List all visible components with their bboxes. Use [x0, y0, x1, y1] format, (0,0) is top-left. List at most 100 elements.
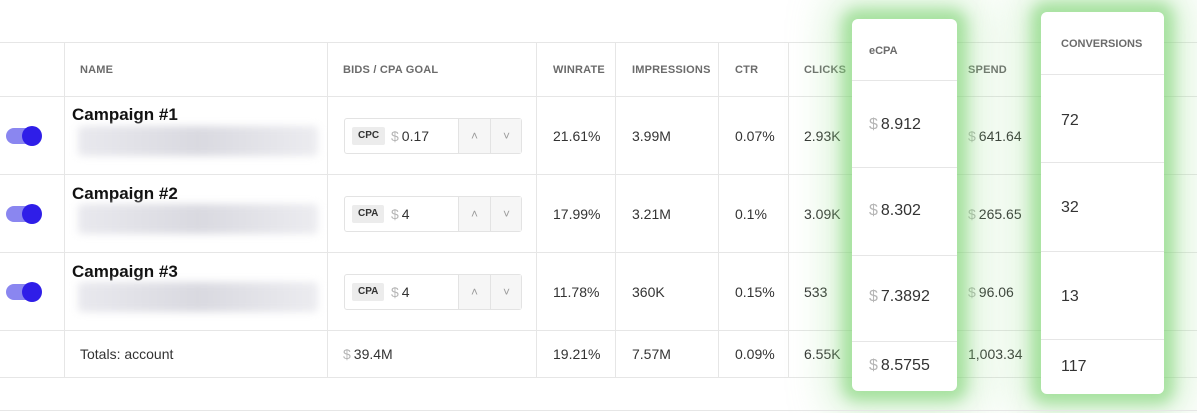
column-divider — [327, 42, 328, 378]
chevron-up-icon[interactable]: ˄ — [470, 129, 478, 143]
row-divider — [0, 252, 1197, 253]
bid-input-group: CPA $4 ˄ ˅ — [344, 196, 522, 232]
spend-cell: $96.06 — [968, 284, 1014, 300]
totals-label: Totals: account — [80, 346, 174, 362]
header-impressions[interactable]: IMPRESSIONS — [632, 64, 711, 76]
totals-winrate: 19.21% — [553, 346, 601, 362]
header-ctr[interactable]: CTR — [735, 64, 759, 76]
bid-type-badge: CPA — [352, 205, 385, 223]
currency-symbol: $ — [343, 346, 351, 362]
ctr-cell: 0.07% — [735, 128, 775, 144]
ecpa-value: 8.302 — [880, 202, 921, 219]
bid-input-group: CPA $4 ˄ ˅ — [344, 274, 522, 310]
panel-divider — [852, 167, 957, 168]
winrate-cell: 21.61% — [553, 128, 601, 144]
chevron-up-icon[interactable]: ˄ — [470, 285, 478, 299]
bid-type-badge: CPC — [352, 127, 386, 145]
totals-ctr: 0.09% — [735, 346, 775, 362]
currency-symbol: $ — [869, 116, 878, 133]
ecpa-cell: $8.302 — [869, 202, 921, 220]
impressions-cell: 3.21M — [632, 206, 671, 222]
conversions-cell: 13 — [1061, 288, 1079, 305]
clicks-cell: 2.93K — [804, 128, 841, 144]
ecpa-value: 7.3892 — [880, 288, 930, 305]
toggle-knob — [22, 282, 42, 302]
bid-value-input[interactable]: $4 — [391, 284, 410, 300]
column-divider — [64, 42, 65, 378]
panel-divider — [852, 341, 957, 342]
totals-impressions: 7.57M — [632, 346, 671, 362]
bid-value: 4 — [401, 206, 410, 222]
ctr-cell: 0.1% — [735, 206, 767, 222]
header-spend[interactable]: SPEND — [968, 64, 1007, 76]
impressions-cell: 360K — [632, 284, 665, 300]
column-divider — [788, 42, 789, 378]
panel-divider — [852, 255, 957, 256]
winrate-cell: 11.78% — [553, 284, 600, 300]
currency-symbol: $ — [869, 357, 878, 374]
conversions-total-cell: 117 — [1061, 358, 1087, 375]
header-conversions[interactable]: CONVERSIONS — [1061, 38, 1143, 50]
spend-value: 96.06 — [978, 284, 1014, 300]
header-ecpa[interactable]: eCPA — [869, 45, 898, 57]
header-clicks[interactable]: CLICKS — [804, 64, 847, 76]
conversions-cell: 32 — [1061, 199, 1079, 216]
row-divider — [0, 330, 1197, 331]
campaign-name[interactable]: Campaign #2 — [72, 184, 178, 203]
header-winrate[interactable]: WINRATE — [553, 64, 605, 76]
currency-symbol: $ — [391, 128, 399, 144]
panel-divider — [1041, 162, 1164, 163]
campaign-name[interactable]: Campaign #3 — [72, 262, 178, 281]
totals-spend: 1,003.34 — [968, 346, 1023, 362]
spend-cell: $265.65 — [968, 206, 1022, 222]
campaign-name[interactable]: Campaign #1 — [72, 105, 178, 124]
clicks-cell: 3.09K — [804, 206, 841, 222]
panel-divider — [1041, 339, 1164, 340]
chevron-down-icon[interactable]: ˅ — [490, 197, 522, 231]
toggle-knob — [22, 126, 42, 146]
currency-symbol: $ — [968, 206, 976, 222]
impressions-cell: 3.99M — [632, 128, 671, 144]
campaign-toggle[interactable] — [6, 126, 42, 146]
totals-bids-value: 39.4M — [353, 346, 393, 362]
chevron-down-icon[interactable]: ˅ — [490, 119, 522, 153]
currency-symbol: $ — [869, 288, 878, 305]
currency-symbol: $ — [391, 284, 399, 300]
totals-bids: $39.4M — [343, 346, 393, 362]
header-bids[interactable]: BIDS / CPA GOAL — [343, 64, 439, 76]
bid-input-group: CPC $0.17 ˄ ˅ — [344, 118, 522, 154]
bid-value-input[interactable]: $0.17 — [391, 128, 429, 144]
campaign-toggle[interactable] — [6, 282, 42, 302]
chevron-down-icon[interactable]: ˅ — [490, 275, 522, 309]
page-divider — [0, 410, 1197, 411]
bid-type-badge: CPA — [352, 283, 385, 301]
redacted-details — [78, 126, 318, 156]
currency-symbol: $ — [968, 128, 976, 144]
bid-stepper: ˄ ˅ — [458, 275, 521, 309]
bid-value: 4 — [401, 284, 410, 300]
table-border-bottom — [0, 377, 1197, 378]
ecpa-cell: $8.912 — [869, 116, 921, 134]
bid-value: 0.17 — [401, 128, 430, 144]
totals-clicks: 6.55K — [804, 346, 841, 362]
column-divider — [718, 42, 719, 378]
column-divider — [536, 42, 537, 378]
conversions-cell: 72 — [1061, 112, 1079, 129]
header-name[interactable]: NAME — [80, 64, 114, 76]
header-divider — [0, 96, 1197, 97]
ecpa-total-value: 8.5755 — [880, 357, 930, 374]
bid-stepper: ˄ ˅ — [458, 119, 521, 153]
ecpa-cell: $7.3892 — [869, 288, 930, 306]
winrate-cell: 17.99% — [553, 206, 601, 222]
bid-value-input[interactable]: $4 — [391, 206, 410, 222]
redacted-details — [78, 282, 318, 312]
table-border-top — [0, 42, 1197, 43]
panel-divider — [1041, 74, 1164, 75]
spend-value: 641.64 — [978, 128, 1022, 144]
row-divider — [0, 174, 1197, 175]
chevron-up-icon[interactable]: ˄ — [470, 207, 478, 221]
clicks-cell: 533 — [804, 284, 828, 300]
campaign-toggle[interactable] — [6, 204, 42, 224]
toggle-knob — [22, 204, 42, 224]
conversions-highlight-panel: CONVERSIONS 72 32 13 117 — [1041, 12, 1164, 394]
